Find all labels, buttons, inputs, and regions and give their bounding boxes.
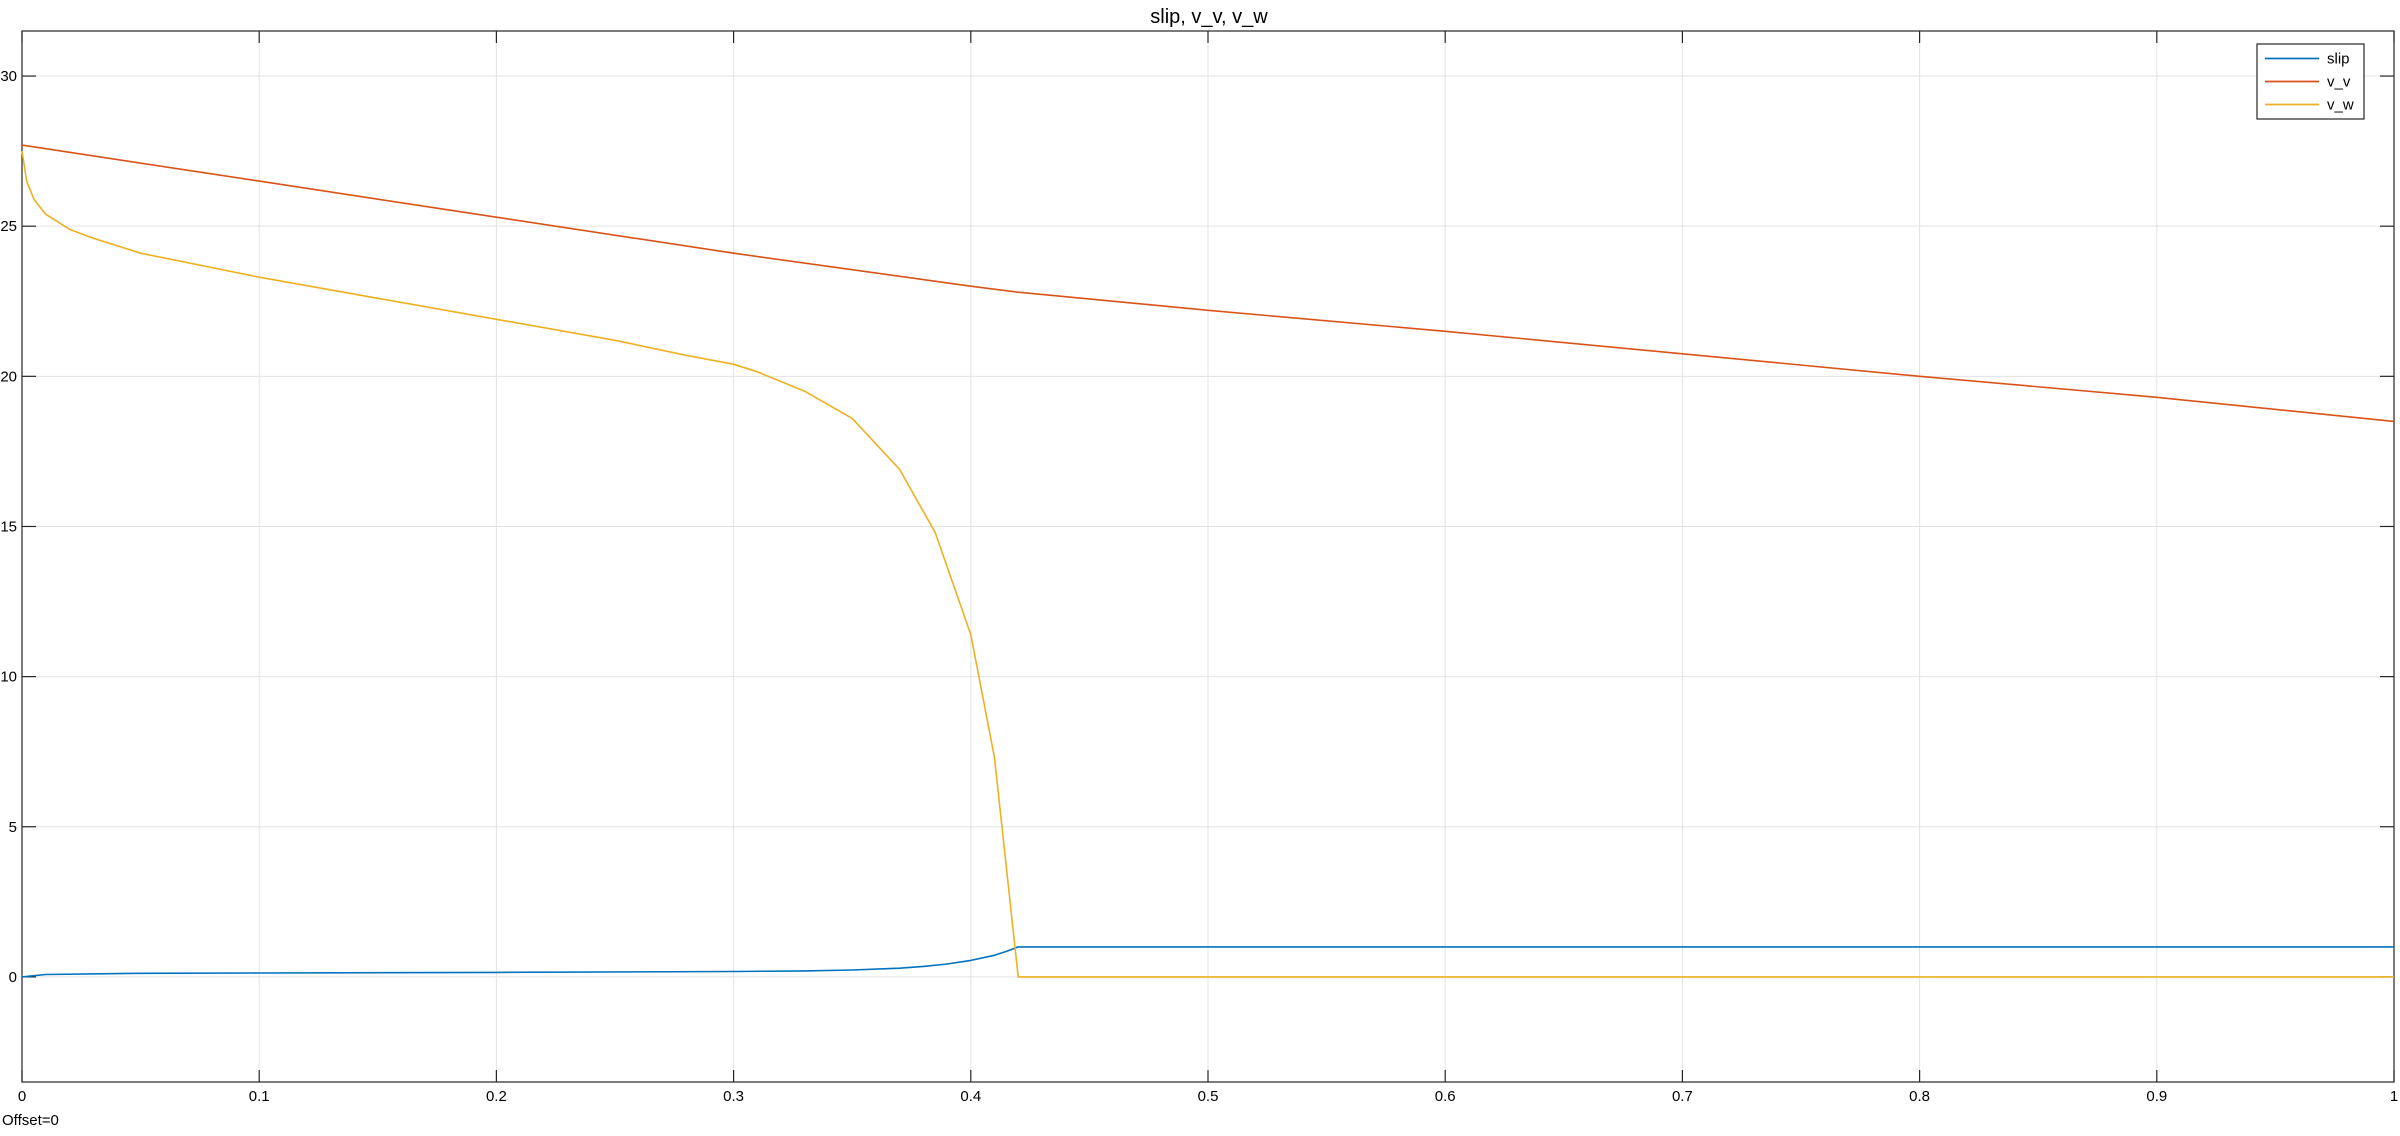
x-tick-label: 0.5	[1198, 1088, 1219, 1105]
x-tick-label: 0.9	[2146, 1088, 2167, 1105]
x-tick-label: 0.1	[249, 1088, 270, 1105]
legend-label: slip	[2327, 51, 2350, 68]
series-lines	[21, 144, 2395, 978]
series-line-v-v	[21, 144, 2395, 423]
offset-label: Offset=0	[2, 1112, 59, 1129]
x-tick-label: 0.6	[1435, 1088, 1456, 1105]
y-tick-label: 25	[0, 218, 17, 235]
y-tick-label: 20	[0, 368, 17, 385]
y-tick-label: 10	[0, 669, 17, 686]
legend-label: v_v	[2327, 74, 2351, 91]
x-tick-label: 0.2	[486, 1088, 507, 1105]
x-tick-label: 0	[18, 1088, 26, 1105]
x-tick-label: 0.3	[723, 1088, 744, 1105]
x-tick-label: 1	[2390, 1088, 2398, 1105]
x-tick-label: 0.4	[960, 1088, 981, 1105]
series-line-v-w	[21, 150, 2394, 978]
y-tick-label: 15	[0, 518, 17, 535]
y-tick-label: 0	[9, 969, 17, 986]
y-tick-label: 5	[9, 819, 17, 836]
series-line-slip	[21, 946, 2394, 978]
y-tick-label: 30	[0, 68, 17, 85]
legend: slip v_v v_w	[2256, 43, 2365, 120]
grid	[21, 31, 2395, 1082]
x-tick-label: 0.8	[1909, 1088, 1930, 1105]
x-tick-label: 0.7	[1672, 1088, 1693, 1105]
legend-label: v_w	[2327, 97, 2354, 114]
axis-ticks: 0 0.1 0.2 0.3 0.4 0.5 0.6 0.7 0.8 0.9 105101520253…	[0, 31, 2398, 1105]
chart-title: slip, v_v, v_w	[1150, 6, 1268, 28]
